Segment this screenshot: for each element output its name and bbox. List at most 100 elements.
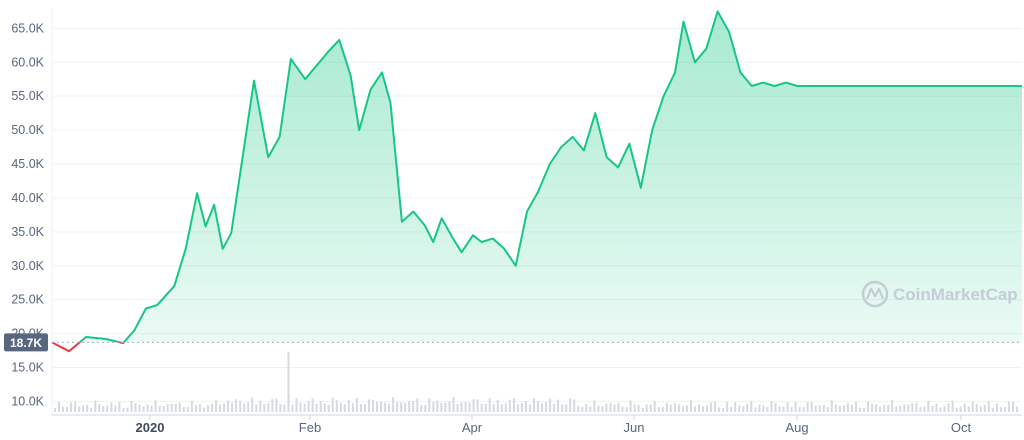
volume-bar xyxy=(311,398,314,412)
volume-bar xyxy=(955,407,958,412)
volume-bar xyxy=(275,398,278,412)
volume-bar xyxy=(838,405,841,412)
volume-bar xyxy=(730,406,733,412)
volume-bar xyxy=(516,404,519,412)
volume-bar xyxy=(170,403,173,412)
y-tick-label: 20.0K xyxy=(11,327,44,341)
volume-bar xyxy=(742,406,745,412)
volume-bar xyxy=(231,402,234,412)
volume-bar xyxy=(959,406,962,412)
volume-bar xyxy=(198,403,201,412)
volume-bar xyxy=(698,404,700,412)
volume-bar xyxy=(448,401,451,412)
volume-bar xyxy=(903,404,906,412)
volume-bar xyxy=(593,400,596,412)
coinmarketcap-logo-mark-icon xyxy=(865,287,885,300)
volume-bar xyxy=(343,404,346,412)
volume-bar xyxy=(82,405,85,412)
volume-bar xyxy=(935,403,938,412)
volume-bar xyxy=(951,400,954,412)
volume-bar xyxy=(645,404,648,412)
volume-bar xyxy=(613,404,616,412)
volume-bar xyxy=(174,403,177,412)
volume-bar xyxy=(762,405,765,412)
volume-bar xyxy=(855,401,857,412)
volume-bar xyxy=(243,403,246,412)
volume-bar xyxy=(408,401,411,412)
volume-bar xyxy=(142,406,145,412)
volume-bar xyxy=(573,399,576,412)
volume-bar xyxy=(597,405,600,412)
volume-bar xyxy=(669,404,672,412)
volume-bar xyxy=(987,401,990,412)
volume-bar xyxy=(883,405,886,412)
volume-bar xyxy=(875,404,878,412)
y-tick-label: 10.0K xyxy=(11,394,44,408)
volume-bar xyxy=(456,404,459,412)
volume-bar xyxy=(706,405,709,412)
volume-bar xyxy=(661,407,664,412)
baseline-badge-label: 18.7K xyxy=(10,336,42,350)
volume-bar xyxy=(895,406,898,412)
volume-bar xyxy=(90,407,93,412)
volume-bar xyxy=(770,401,773,412)
volume-bar xyxy=(315,403,318,412)
volume-bar xyxy=(694,406,696,412)
volume-bar xyxy=(690,400,692,412)
volume-bar xyxy=(778,406,781,412)
volume-bar xyxy=(106,405,109,412)
volume-bar xyxy=(790,407,793,412)
volume-bar xyxy=(219,404,221,412)
volume-bar xyxy=(766,407,769,412)
volume-bar xyxy=(524,401,527,412)
volume-bar xyxy=(158,405,161,412)
coinmarketcap-watermark: CoinMarketCap xyxy=(861,280,1018,308)
volume-bar xyxy=(512,398,515,412)
volume-bar xyxy=(70,402,73,412)
volume-bar xyxy=(750,400,753,412)
volume-bar xyxy=(802,406,805,412)
volume-bar xyxy=(202,407,205,412)
volume-bar xyxy=(871,403,874,412)
volume-bar xyxy=(287,352,290,412)
y-tick-label: 40.0K xyxy=(11,191,44,205)
volume-bar xyxy=(384,402,387,412)
volume-bar xyxy=(207,405,209,412)
volume-bar xyxy=(299,402,302,412)
volume-bar xyxy=(492,403,495,412)
volume-bar xyxy=(396,402,399,412)
volume-bar xyxy=(637,404,640,412)
volume-bar xyxy=(822,405,825,412)
volume-bar xyxy=(714,401,717,412)
volume-bar xyxy=(991,407,994,412)
volume-bar xyxy=(520,403,523,412)
volume-bar xyxy=(738,405,741,412)
volume-bar xyxy=(746,403,749,412)
volume-bar xyxy=(617,403,620,412)
volume-bar xyxy=(420,404,423,412)
price-line xyxy=(51,10,1022,353)
volume-bar xyxy=(782,406,785,412)
volume-bar xyxy=(114,405,117,412)
volume-bar xyxy=(533,397,535,412)
volume-bar xyxy=(368,399,370,412)
volume-bar xyxy=(983,405,986,412)
volume-bar xyxy=(621,406,624,412)
volume-bar xyxy=(718,407,721,412)
volume-bar xyxy=(307,400,310,412)
volume-bar xyxy=(404,402,407,412)
volume-bar xyxy=(734,402,737,412)
volume-bar xyxy=(657,407,660,412)
volume-bar xyxy=(585,404,588,412)
volume-bar xyxy=(255,404,258,412)
volume-bar xyxy=(138,404,141,412)
volume-bar xyxy=(545,402,548,412)
volume-bar xyxy=(331,397,334,412)
volume-bar xyxy=(436,400,439,412)
x-tick-label: Oct xyxy=(951,420,972,435)
volume-bar xyxy=(251,397,254,412)
y-tick-label: 65.0K xyxy=(11,21,44,35)
volume-bar xyxy=(372,399,374,412)
volume-bar xyxy=(786,402,789,412)
volume-bar xyxy=(846,403,849,412)
